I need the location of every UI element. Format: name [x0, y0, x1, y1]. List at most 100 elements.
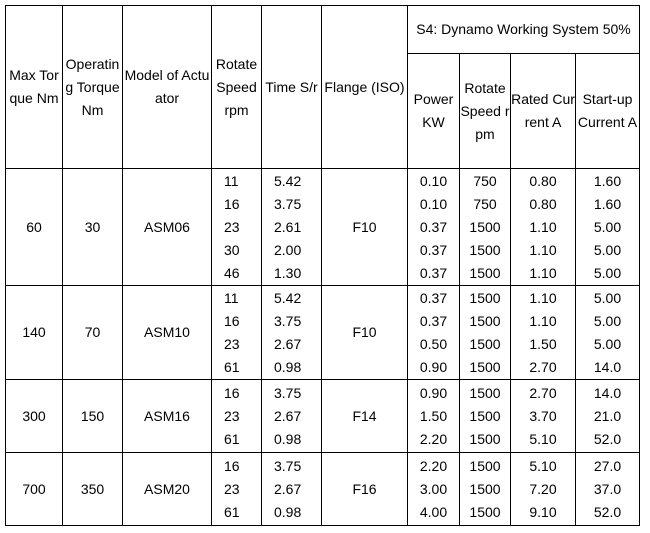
- startup-current-value: 5.00: [593, 312, 622, 329]
- operating-torque-cell: 30: [62, 168, 123, 286]
- rotate-speed-value: 16: [224, 312, 240, 329]
- time-value: 0.98: [274, 430, 302, 447]
- power-value: 2.20: [419, 457, 448, 474]
- rotate-speed-value: 16: [224, 384, 240, 401]
- header-rated-current: Rated Current A: [510, 53, 576, 169]
- startup-current-column: 27.0 37.0 52.0: [575, 452, 640, 526]
- startup-current-value: 27.0: [593, 457, 622, 474]
- rated-current-value: 2.70: [529, 358, 557, 375]
- rotate-speed-value: 23: [224, 407, 240, 424]
- startup-current-value: 1.60: [593, 195, 622, 212]
- rotate-speed-value: 23: [224, 480, 240, 497]
- table-row: 60 30 ASM06 11 16 23 30 46 5.42 3.75 2.61 2.00 1.30 F…: [5, 168, 640, 286]
- power-value: 0.37: [419, 289, 448, 306]
- rated-current-value: 5.10: [529, 430, 557, 447]
- rotate-speed-value: 46: [224, 264, 240, 281]
- power-value: 0.10: [419, 195, 448, 212]
- time-column: 3.75 2.67 0.98: [261, 379, 322, 453]
- startup-current-value: 1.60: [593, 172, 622, 189]
- table-row: 140 70 ASM10 11 16 23 61 5.42 3.75 2.67 0.98 F10 0.3…: [5, 285, 640, 380]
- time-column: 3.75 2.67 0.98: [261, 452, 322, 526]
- rotate-speed-column: 11 16 23 61: [211, 285, 262, 380]
- startup-current-value: 52.0: [593, 430, 622, 447]
- header-s4-group: S4: Dynamo Working System 50%: [407, 5, 640, 54]
- rotate-speed-value: 16: [224, 195, 240, 212]
- header-model: Model of Actuator: [122, 5, 212, 169]
- rotate-speed-value: 23: [224, 218, 240, 235]
- s4-rotate-speed-column: 1500 1500 1500 1500: [459, 285, 511, 380]
- s4-rotate-speed-column: 1500 1500 1500: [459, 379, 511, 453]
- header-time: Time S/r: [261, 5, 322, 169]
- startup-current-column: 1.60 1.60 5.00 5.00 5.00: [575, 168, 640, 286]
- max-torque-cell: 300: [5, 379, 63, 453]
- operating-torque-cell: 150: [62, 379, 123, 453]
- time-column: 5.42 3.75 2.67 0.98: [261, 285, 322, 380]
- power-value: 0.50: [419, 335, 448, 352]
- time-value: 2.00: [274, 241, 302, 258]
- startup-current-value: 5.00: [593, 289, 622, 306]
- startup-current-column: 14.0 21.0 52.0: [575, 379, 640, 453]
- header-startup-current: Start-up Current A: [575, 53, 640, 169]
- power-value: 0.37: [419, 241, 448, 258]
- header-power: Power KW: [407, 53, 460, 169]
- rated-current-value: 1.10: [529, 264, 557, 281]
- s4-rotate-speed-column: 750 750 1500 1500 1500: [459, 168, 511, 286]
- header-s4-rotate-speed: Rotate Speed rpm: [459, 53, 511, 169]
- rated-current-value: 7.20: [529, 480, 557, 497]
- operating-torque-cell: 350: [62, 452, 123, 526]
- startup-current-value: 14.0: [593, 358, 622, 375]
- model-cell: ASM06: [122, 168, 212, 286]
- model-cell: ASM16: [122, 379, 212, 453]
- time-value: 3.75: [274, 195, 302, 212]
- startup-current-value: 21.0: [593, 407, 622, 424]
- startup-current-value: 5.00: [593, 218, 622, 235]
- rated-current-value: 9.10: [529, 503, 557, 520]
- power-column: 2.20 3.00 4.00: [407, 452, 460, 526]
- rated-current-column: 0.80 0.80 1.10 1.10 1.10: [510, 168, 576, 286]
- s4-rotate-speed-value: 1500: [469, 358, 501, 375]
- rotate-speed-value: 30: [224, 241, 240, 258]
- rated-current-value: 1.10: [529, 289, 557, 306]
- flange-cell: F14: [321, 379, 408, 453]
- rated-current-value: 1.10: [529, 241, 557, 258]
- power-value: 3.00: [419, 480, 448, 497]
- s4-rotate-speed-value: 1500: [469, 457, 501, 474]
- startup-current-value: 14.0: [593, 384, 622, 401]
- time-value: 5.42: [274, 289, 302, 306]
- rotate-speed-value: 23: [224, 335, 240, 352]
- time-value: 3.75: [274, 384, 302, 401]
- time-value: 5.42: [274, 172, 302, 189]
- rated-current-column: 2.70 3.70 5.10: [510, 379, 576, 453]
- power-value: 2.20: [419, 430, 448, 447]
- rated-current-value: 3.70: [529, 407, 557, 424]
- time-column: 5.42 3.75 2.61 2.00 1.30: [261, 168, 322, 286]
- startup-current-value: 37.0: [593, 480, 622, 497]
- flange-cell: F16: [321, 452, 408, 526]
- power-value: 0.37: [419, 218, 448, 235]
- rotate-speed-column: 16 23 61: [211, 379, 262, 453]
- time-value: 2.61: [274, 218, 302, 235]
- s4-rotate-speed-value: 1500: [469, 312, 501, 329]
- time-value: 0.98: [274, 358, 302, 375]
- rated-current-value: 2.70: [529, 384, 557, 401]
- rated-current-column: 5.10 7.20 9.10: [510, 452, 576, 526]
- table-row: 700 350 ASM20 16 23 61 3.75 2.67 0.98 F16 2.20 3.00…: [5, 452, 640, 526]
- s4-rotate-speed-value: 1500: [469, 264, 501, 281]
- power-value: 0.10: [419, 172, 448, 189]
- power-value: 0.90: [419, 384, 448, 401]
- time-value: 2.67: [274, 480, 302, 497]
- s4-rotate-speed-value: 750: [473, 195, 497, 212]
- s4-rotate-speed-value: 1500: [469, 289, 501, 306]
- s4-rotate-speed-value: 1500: [469, 503, 501, 520]
- rotate-speed-value: 11: [224, 289, 239, 306]
- header-flange: Flange (ISO): [321, 5, 408, 169]
- max-torque-cell: 60: [5, 168, 63, 286]
- rated-current-value: 0.80: [529, 195, 557, 212]
- rotate-speed-value: 16: [224, 457, 240, 474]
- s4-rotate-speed-value: 1500: [469, 480, 501, 497]
- rated-current-value: 1.50: [529, 335, 557, 352]
- power-column: 0.37 0.37 0.50 0.90: [407, 285, 460, 380]
- power-value: 0.37: [419, 264, 448, 281]
- time-value: 0.98: [274, 503, 302, 520]
- s4-rotate-speed-value: 1500: [469, 384, 501, 401]
